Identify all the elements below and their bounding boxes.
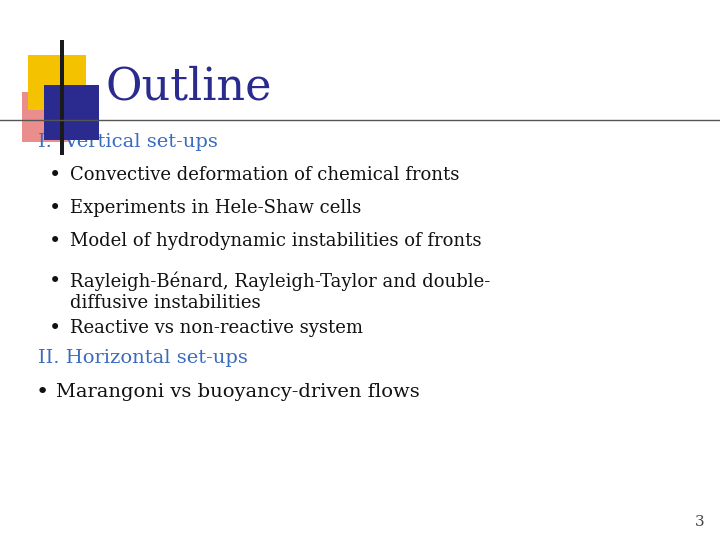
- Text: Model of hydrodynamic instabilities of fronts: Model of hydrodynamic instabilities of f…: [70, 232, 482, 250]
- Bar: [22, 92, 70, 142]
- Text: •: •: [49, 165, 61, 185]
- Text: Experiments in Hele-Shaw cells: Experiments in Hele-Shaw cells: [70, 199, 361, 217]
- Bar: [60, 40, 63, 155]
- Text: I.  Vertical set-ups: I. Vertical set-ups: [38, 133, 218, 151]
- Text: •: •: [49, 198, 61, 218]
- Text: II. Horizontal set-ups: II. Horizontal set-ups: [38, 349, 248, 367]
- Bar: [44, 85, 99, 140]
- Text: 3: 3: [696, 515, 705, 529]
- Text: Outline: Outline: [105, 65, 271, 109]
- Bar: [28, 55, 86, 110]
- Text: Reactive vs non-reactive system: Reactive vs non-reactive system: [70, 319, 363, 337]
- Text: Convective deformation of chemical fronts: Convective deformation of chemical front…: [70, 166, 459, 184]
- Text: •: •: [35, 382, 49, 402]
- Text: •: •: [49, 231, 61, 251]
- Text: diffusive instabilities: diffusive instabilities: [70, 294, 261, 312]
- Text: Marangoni vs buoyancy-driven flows: Marangoni vs buoyancy-driven flows: [56, 383, 420, 401]
- Text: •: •: [49, 318, 61, 338]
- Text: •: •: [49, 271, 61, 291]
- Text: Rayleigh-Bénard, Rayleigh-Taylor and double-: Rayleigh-Bénard, Rayleigh-Taylor and dou…: [70, 271, 490, 291]
